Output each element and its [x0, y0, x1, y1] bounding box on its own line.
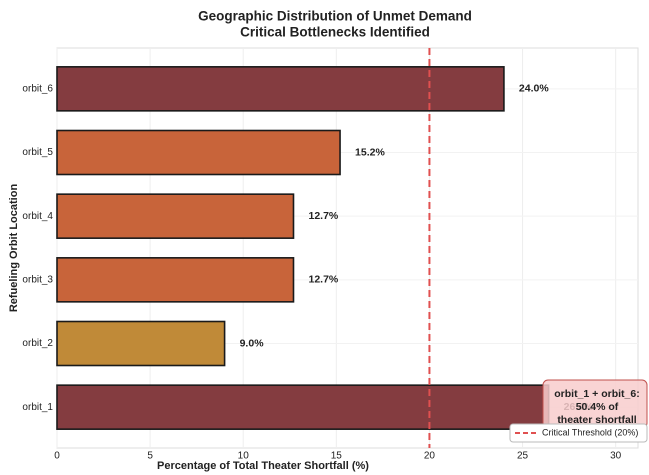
x-tick-label: 20 — [424, 451, 436, 462]
value-label: 9.0% — [240, 337, 265, 349]
x-tick-label: 5 — [147, 451, 153, 462]
x-axis-label: Percentage of Total Theater Shortfall (%… — [157, 460, 369, 472]
x-tick-label: 30 — [610, 451, 622, 462]
x-tick-label: 25 — [517, 451, 529, 462]
x-tick-label: 0 — [54, 451, 60, 462]
bar — [56, 129, 341, 176]
value-label: 15.2% — [355, 146, 385, 158]
legend-box — [509, 423, 648, 443]
y-axis-label: Refueling Orbit Location — [8, 184, 20, 313]
y-tick-label: orbit_4 — [22, 211, 53, 222]
y-tick-label: orbit_1 — [22, 402, 53, 413]
x-tick-label: 15 — [331, 451, 343, 462]
bar — [56, 257, 295, 303]
value-label: 12.7% — [308, 210, 338, 222]
bar — [56, 384, 550, 430]
y-tick-label: orbit_6 — [22, 83, 53, 94]
annotation-text: 50.4% of — [576, 401, 619, 413]
annotation-text: theater shortfall — [557, 414, 636, 426]
annotation-text: orbit_1 + orbit_6: — [554, 388, 639, 400]
value-label: 24.0% — [519, 83, 549, 95]
x-tick-label: 10 — [238, 451, 250, 462]
chart-subtitle: Critical Bottlenecks Identified — [240, 25, 430, 40]
plot-area — [56, 47, 639, 449]
bar — [56, 320, 226, 367]
bar — [56, 66, 505, 112]
y-tick-label: orbit_2 — [22, 338, 53, 349]
bar — [56, 193, 295, 239]
value-label: 12.7% — [308, 274, 338, 286]
legend-label: Critical Threshold (20%) — [542, 427, 638, 437]
y-tick-label: orbit_3 — [22, 274, 53, 285]
chart-title: Geographic Distribution of Unmet Demand — [198, 9, 472, 24]
y-tick-label: orbit_5 — [22, 147, 53, 158]
